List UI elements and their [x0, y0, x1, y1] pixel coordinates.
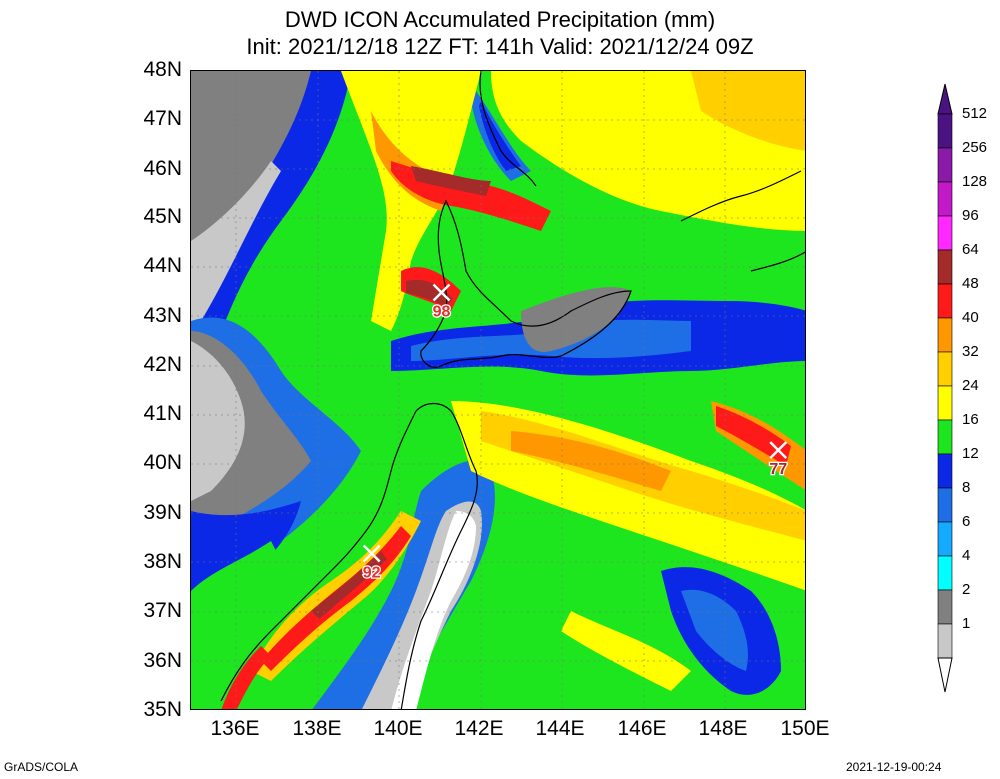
colorbar-level-label: 96 [962, 207, 979, 224]
colorbar-swatch [937, 283, 953, 319]
colorbar-swatch [937, 147, 953, 183]
lon-label-150e: 150E [780, 717, 830, 740]
lon-label-138e: 138E [292, 717, 342, 740]
colorbar-top-arrow [937, 83, 953, 115]
colorbar-level-label: 4 [962, 547, 971, 564]
colorbar-swatch [937, 453, 953, 489]
colorbar-swatch [937, 385, 953, 421]
colorbar-swatch [937, 419, 953, 455]
lat-label-37n: 37N [143, 599, 182, 622]
colorbar-level-label: 40 [962, 309, 979, 326]
colorbar-swatch [937, 521, 953, 557]
colorbar-level-label: 512 [962, 105, 988, 122]
colorbar-level-label: 64 [962, 241, 979, 258]
lon-label-146e: 146E [617, 717, 667, 740]
maxima-markers: 98 92 77 [362, 283, 789, 583]
lat-label-36n: 36N [143, 649, 182, 672]
lat-label-41n: 41N [143, 402, 182, 425]
colorbar [937, 83, 953, 693]
colorbar-level-label: 256 [962, 139, 988, 156]
lon-label-142e: 142E [454, 717, 504, 740]
colorbar-swatch [937, 113, 953, 149]
colorbar-swatch [937, 181, 953, 217]
colorbar-swatch [937, 487, 953, 523]
lon-label-144e: 144E [535, 717, 585, 740]
colorbar-swatch [937, 351, 953, 387]
lat-label-40n: 40N [143, 451, 182, 474]
lat-label-47n: 47N [143, 107, 182, 130]
colorbar-level-label: 1 [962, 615, 971, 632]
lat-label-48n: 48N [143, 58, 182, 81]
lat-label-38n: 38N [143, 550, 182, 573]
lat-label-43n: 43N [143, 304, 182, 327]
colorbar-level-label: 12 [962, 445, 979, 462]
map-title: DWD ICON Accumulated Precipitation (mm) [284, 7, 716, 32]
precip-max-label: 92 [363, 564, 381, 581]
colorbar-level-label: 32 [962, 343, 979, 360]
precip-max-marker: 92 [362, 544, 382, 583]
colorbar-level-label: 2 [962, 581, 971, 598]
colorbar-level-label: 128 [962, 173, 988, 190]
lon-label-148e: 148E [698, 717, 748, 740]
colorbar-swatch [937, 589, 953, 625]
precip-max-marker: 98 [431, 283, 452, 322]
colorbar-level-label: 24 [962, 377, 979, 394]
lat-label-35n: 35N [143, 698, 182, 721]
precip-max-marker: 77 [768, 441, 789, 479]
colorbar-level-label: 48 [962, 275, 979, 292]
footer-software: GrADS/COLA [4, 760, 79, 774]
lat-label-46n: 46N [143, 157, 182, 180]
colorbar-swatch [937, 215, 953, 251]
lon-label-140e: 140E [373, 717, 423, 740]
colorbar-swatch [937, 555, 953, 591]
lat-label-44n: 44N [143, 254, 182, 277]
colorbar-level-label: 8 [962, 479, 971, 496]
precipitation-field: 98 92 77 [191, 71, 805, 709]
lat-label-42n: 42N [143, 353, 182, 376]
colorbar-level-label: 16 [962, 411, 979, 428]
precip-max-label: 98 [433, 304, 451, 321]
colorbar-bottom-arrow [937, 657, 953, 693]
colorbar-swatch [937, 249, 953, 285]
lat-label-39n: 39N [143, 501, 182, 524]
colorbar-swatch [937, 317, 953, 353]
colorbar-swatch [937, 623, 953, 659]
precipitation-map: 98 92 77 [190, 70, 806, 710]
map-subtitle: Init: 2021/12/18 12Z FT: 141h Valid: 202… [246, 34, 754, 59]
lat-label-45n: 45N [143, 205, 182, 228]
colorbar-level-label: 6 [962, 513, 971, 530]
lon-label-136e: 136E [210, 717, 260, 740]
precip-max-label: 77 [769, 461, 787, 478]
footer-timestamp: 2021-12-19-00:24 [846, 760, 942, 774]
